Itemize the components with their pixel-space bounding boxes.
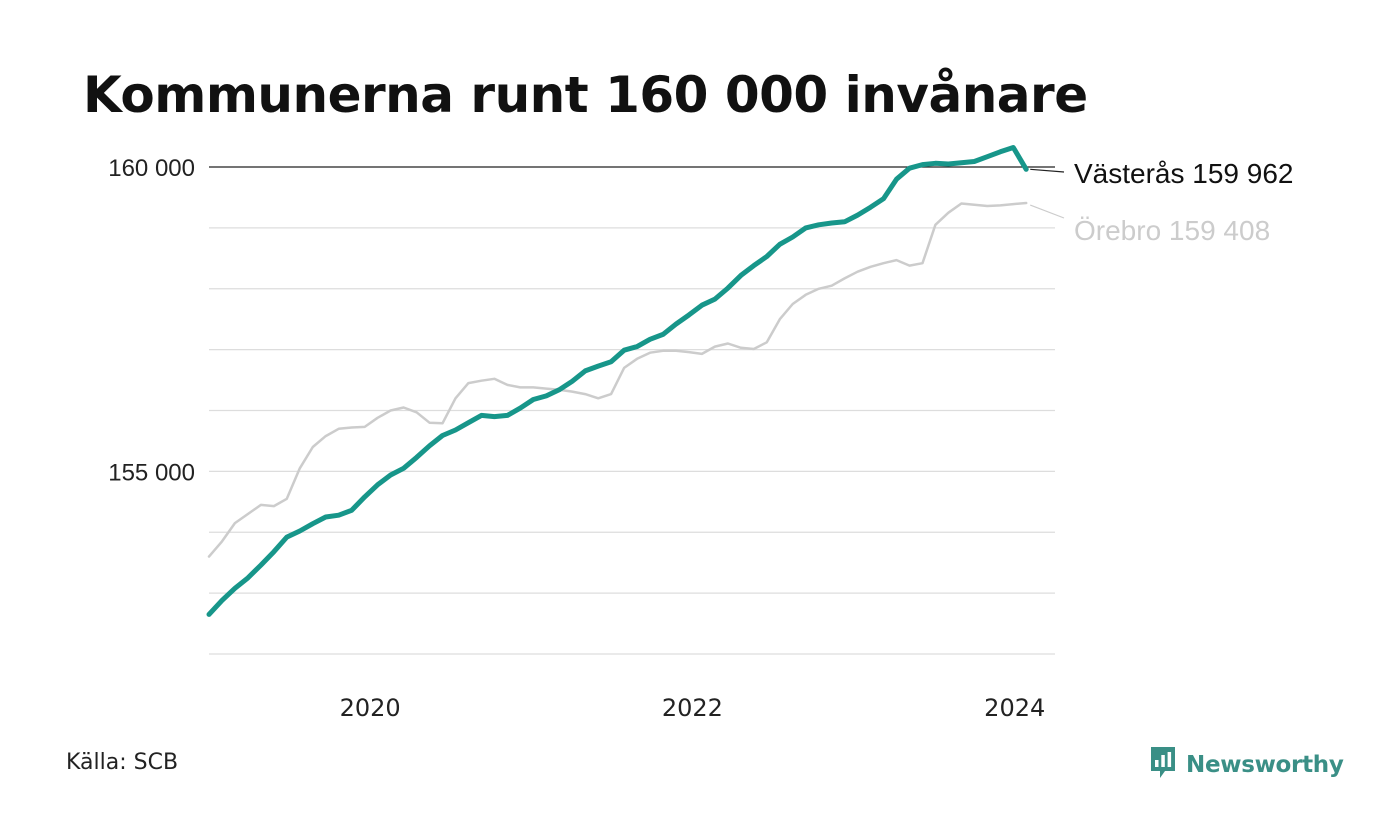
newsworthy-logo-icon: [1148, 744, 1178, 785]
series-end-labels: Örebro 159 408 Västerås 159 962: [1030, 158, 1294, 246]
series-line-västerås: [206, 145, 1029, 617]
chart-title: Kommunerna runt 160 000 invånare: [83, 66, 1088, 124]
series-lines: [206, 145, 1029, 617]
label-leader-örebro: [1030, 204, 1065, 219]
x-tick-label: 2022: [662, 694, 723, 722]
x-tick-label: 2020: [340, 694, 401, 722]
x-axis-ticks: 2020 2022 2024: [340, 694, 1046, 722]
brand-name: Newsworthy: [1186, 751, 1344, 778]
gridlines: [209, 166, 1055, 655]
y-axis-ticks: 155 000 160 000: [108, 155, 195, 486]
source-note: Källa: SCB: [66, 750, 179, 775]
brand-logo: Newsworthy: [1148, 744, 1344, 785]
series-line-örebro: [207, 201, 1028, 558]
y-tick-label: 155 000: [108, 459, 195, 486]
x-tick-label: 2024: [984, 694, 1045, 722]
series-label-västerås: Västerås 159 962: [1074, 158, 1294, 189]
y-tick-label: 160 000: [108, 155, 195, 182]
label-leader-västerås: [1030, 168, 1065, 173]
series-label-örebro: Örebro 159 408: [1074, 215, 1270, 246]
